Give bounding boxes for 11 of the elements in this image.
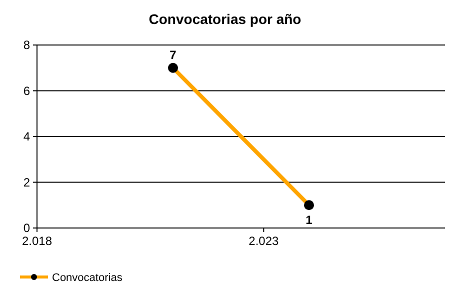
- x-tick-label: 2.018: [22, 234, 52, 248]
- data-label: 1: [306, 213, 313, 228]
- y-tick-label: 0: [23, 221, 30, 235]
- y-tick-label: 8: [23, 38, 30, 52]
- y-tick-label: 4: [23, 130, 30, 144]
- data-label: 7: [170, 48, 177, 62]
- y-tick-label: 6: [23, 84, 30, 98]
- chart-title: Convocatorias por año: [148, 11, 302, 27]
- x-tick-label: 2.023: [248, 234, 280, 248]
- legend-label: Convocatorias: [52, 272, 123, 284]
- y-tick-label: 2: [23, 175, 30, 190]
